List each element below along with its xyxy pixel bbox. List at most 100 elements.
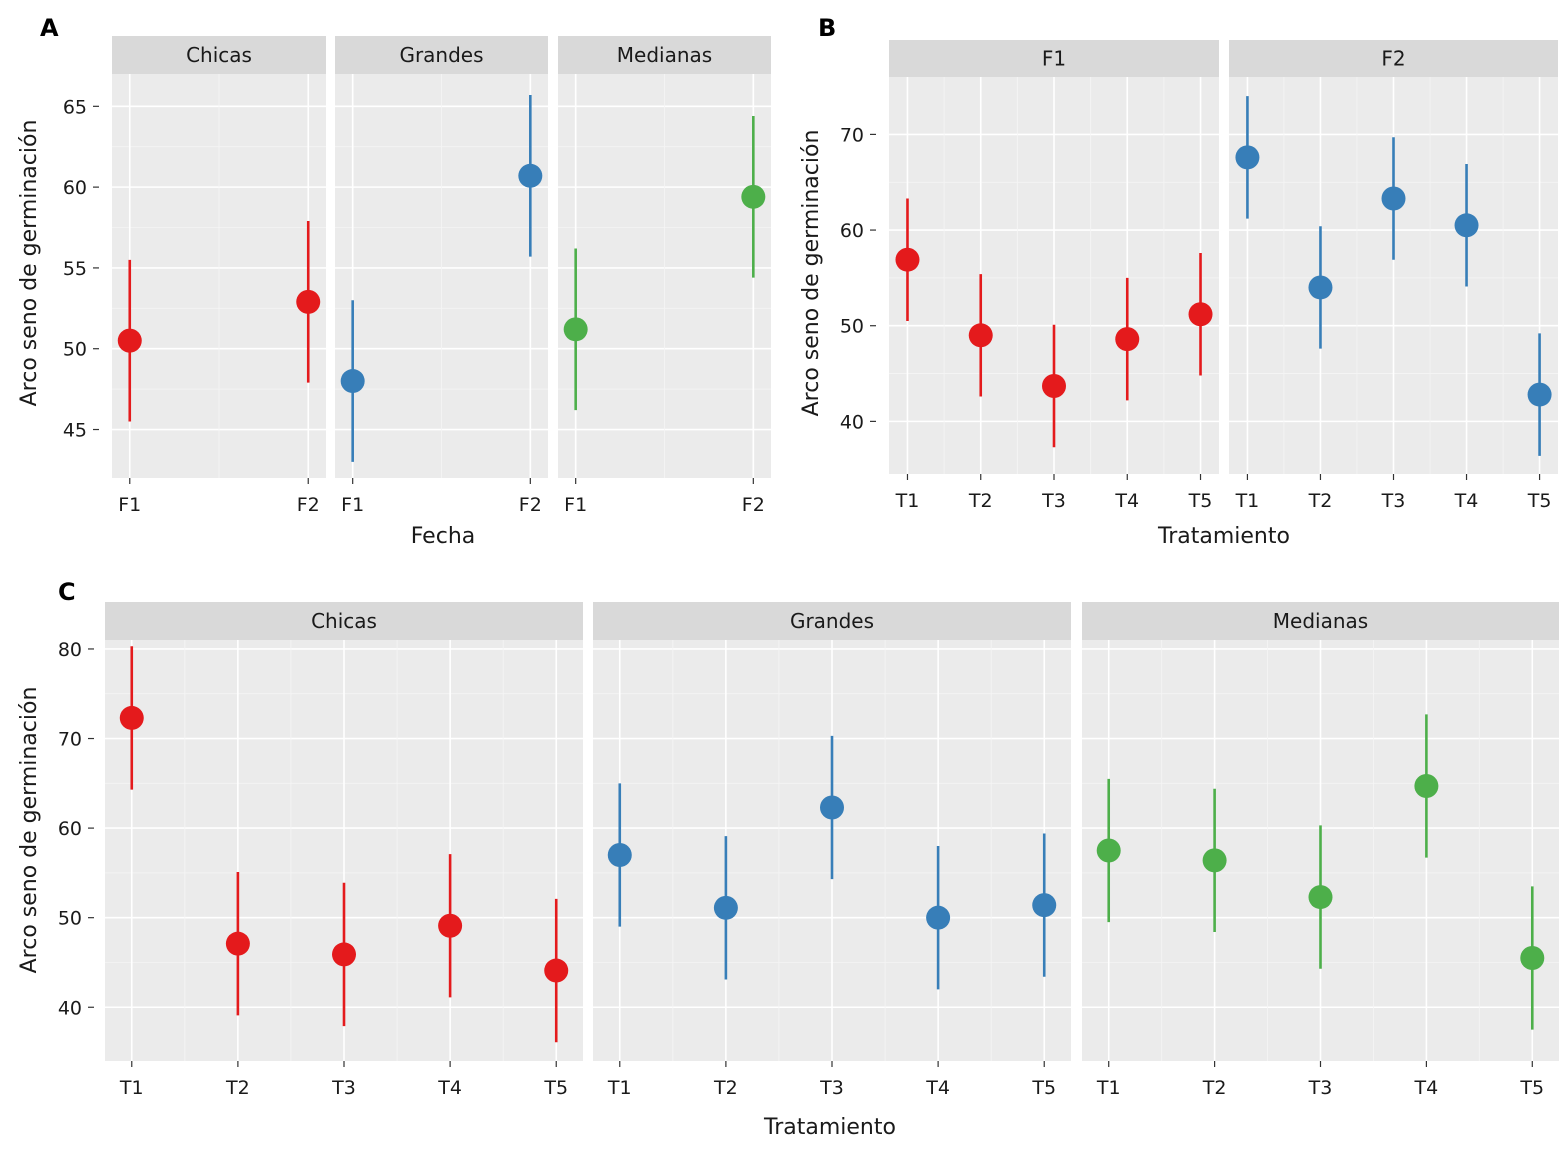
x-tick-label: F1 (564, 494, 587, 516)
data-point (926, 905, 951, 930)
x-tick-label: F1 (341, 494, 364, 516)
data-point (1096, 838, 1121, 863)
y-axis-title-c: Arco seno de germinación (17, 687, 42, 974)
data-point (1115, 327, 1140, 352)
facet-strip-label: Medianas (1273, 609, 1368, 633)
y-tick-label: 40 (840, 411, 864, 433)
facet-chicas: Chicas T1 T2 T3 T4 T5 (105, 602, 583, 1099)
x-tick-label: F2 (297, 494, 320, 516)
y-axis-title-a: Arco seno de germinación (17, 120, 42, 407)
y-tick-label: 70 (58, 729, 82, 751)
x-tick-label: T1 (895, 490, 920, 512)
facet-grandes: Grandes F1 F2 (335, 36, 548, 516)
y-tick-label: 45 (63, 420, 87, 442)
facet-strip-label: Chicas (311, 609, 377, 633)
data-point (1042, 373, 1066, 398)
data-point (1202, 848, 1227, 873)
x-tick-label: T5 (1188, 490, 1213, 512)
facet-strip (105, 602, 583, 640)
x-axis-title-b: Tratamiento (1157, 524, 1290, 549)
y-tick-label: 40 (58, 997, 82, 1019)
x-tick-label: T5 (1527, 490, 1552, 512)
panel-a: A Fecha Arco seno de germinación 45 50 55 6… (17, 14, 771, 549)
x-tick-label: T4 (925, 1077, 950, 1099)
facet-strip (1229, 40, 1558, 77)
data-point (438, 913, 463, 938)
facet-strip (335, 36, 548, 74)
data-point (563, 317, 588, 342)
data-point (518, 163, 543, 188)
x-tick-label: T5 (1519, 1077, 1544, 1099)
facet-strip (1082, 602, 1559, 640)
data-point (968, 323, 993, 348)
y-tick-label: 80 (58, 639, 82, 661)
x-tick-label: T4 (1414, 1077, 1439, 1099)
facet-chicas: Chicas F1 F2 (112, 36, 326, 516)
x-tick-label: T1 (119, 1077, 144, 1099)
data-point (1235, 145, 1260, 170)
x-axis-title-c: Tratamiento (763, 1115, 896, 1140)
data-point (340, 369, 365, 394)
y-tick-label: 50 (58, 908, 82, 930)
x-tick-label: T1 (1235, 490, 1260, 512)
data-point (332, 942, 356, 967)
x-tick-label: T5 (543, 1077, 568, 1099)
facet-f1: F1 T1 T2 T3 T4 T5 (889, 40, 1219, 512)
facet-strip (593, 602, 1071, 640)
facet-medianas: Medianas T1 T2 T3 T4 T5 (1082, 602, 1559, 1099)
y-tick-label: 60 (840, 220, 864, 242)
data-point (820, 795, 844, 820)
facet-strip-label: F2 (1381, 47, 1405, 71)
y-tick-label: 60 (63, 177, 87, 199)
facet-strip-label: Grandes (399, 43, 483, 67)
data-point (1454, 213, 1479, 238)
x-tick-label: T1 (607, 1077, 632, 1099)
x-tick-label: T2 (713, 1077, 738, 1099)
x-tick-label: F1 (118, 494, 141, 516)
x-tick-label: F2 (519, 494, 542, 516)
x-tick-label: T4 (1454, 490, 1479, 512)
x-tick-label: T1 (1096, 1077, 1121, 1099)
y-tick-label: 50 (63, 339, 87, 361)
data-point (544, 958, 569, 983)
y-tick-label: 50 (840, 316, 864, 338)
x-tick-label: T3 (1381, 490, 1406, 512)
data-point (895, 247, 920, 272)
data-point (119, 705, 144, 730)
facet-f2: F2 T1 T2 T3 T4 T5 (1229, 40, 1558, 512)
facet-strip-label: Medianas (617, 43, 712, 67)
x-tick-label: T3 (1308, 1077, 1333, 1099)
x-tick-label: T2 (1308, 490, 1333, 512)
data-point (1381, 186, 1406, 211)
facet-medianas: Medianas F1 F2 (558, 36, 771, 516)
panel-b: B Tratamiento Arco seno de germinación 4… (799, 14, 1558, 549)
facet-strip (112, 36, 326, 74)
data-point (1308, 275, 1333, 300)
data-point (117, 328, 142, 353)
data-point (1032, 893, 1057, 918)
x-tick-label: T3 (331, 1077, 356, 1099)
facet-strip-label: Chicas (186, 43, 252, 67)
y-axis-title-b: Arco seno de germinación (799, 130, 824, 417)
facet-strip (889, 40, 1219, 77)
data-point (607, 842, 632, 867)
y-tick-label: 60 (58, 818, 82, 840)
data-point (1308, 885, 1333, 910)
data-point (296, 289, 321, 314)
x-tick-label: T2 (1202, 1077, 1227, 1099)
x-tick-label: T5 (1031, 1077, 1056, 1099)
x-tick-label: T3 (1041, 490, 1066, 512)
x-tick-label: T4 (437, 1077, 462, 1099)
data-point (1188, 302, 1213, 327)
x-tick-label: T2 (225, 1077, 250, 1099)
data-point (1414, 774, 1439, 799)
data-point (1527, 382, 1552, 407)
facet-strip-label: Grandes (790, 609, 874, 633)
data-point (713, 895, 738, 920)
panel-letter-b: B (818, 14, 836, 42)
facet-grandes: Grandes T1 T2 T3 T4 T5 (593, 602, 1071, 1099)
x-tick-label: F2 (742, 494, 765, 516)
facet-strip (558, 36, 771, 74)
facet-strip-label: F1 (1042, 47, 1066, 71)
